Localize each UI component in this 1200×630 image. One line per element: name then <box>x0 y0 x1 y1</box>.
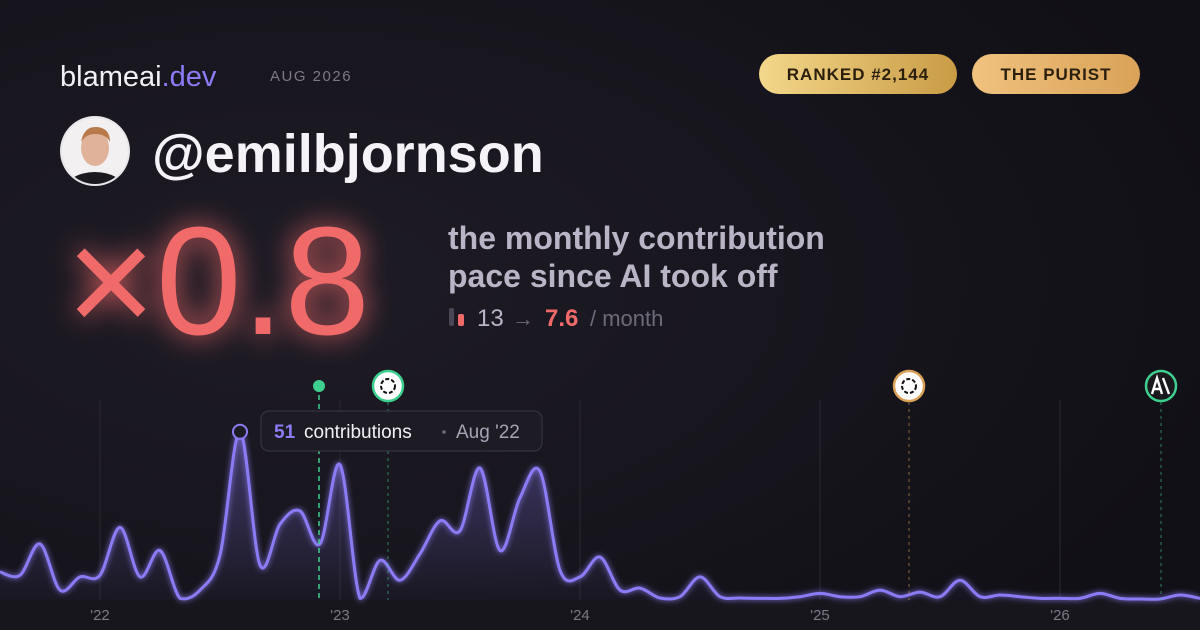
highlight-point <box>232 423 248 440</box>
tooltip-separator <box>442 430 446 434</box>
pace-icon <box>458 314 464 326</box>
event-dot <box>313 380 325 392</box>
brand: blameai.dev <box>60 61 217 93</box>
badge <box>972 54 1140 94</box>
description: the monthly contribution <box>448 220 825 256</box>
badge-text: RANKED #2,144 <box>787 65 929 84</box>
event-icon <box>1144 369 1178 403</box>
pace-before: 13 <box>477 305 504 332</box>
pace-arrow: → <box>512 306 534 331</box>
x-tick-label: '26 <box>1050 607 1070 624</box>
tooltip-date: Aug '22 <box>456 422 520 443</box>
event-logo <box>901 378 917 394</box>
tooltip-value: 51 <box>274 422 296 443</box>
username: @emilbjornson <box>152 124 544 184</box>
event-icon <box>371 369 405 403</box>
x-tick-label: '24 <box>570 607 590 624</box>
brand-suffix: .dev <box>162 61 217 93</box>
tooltip-box <box>260 410 543 452</box>
line <box>0 430 1200 601</box>
brand-name: blameai <box>60 61 162 93</box>
x-tick-label: '25 <box>810 607 830 624</box>
tooltip-label: contributions <box>304 422 412 443</box>
axis-band <box>0 600 1200 630</box>
avatar <box>60 116 130 186</box>
badge <box>759 54 957 94</box>
description: pace since AI took off <box>448 258 778 294</box>
x-tick-label: '23 <box>330 607 350 624</box>
tooltip: 51 contributions Aug '22 <box>260 410 543 452</box>
badge-text: THE PURIST <box>1000 65 1111 84</box>
chart: '22 '23 '24 '25 '26 <box>0 400 1200 630</box>
pace-unit: / month <box>590 306 663 331</box>
pace-after: 7.6 <box>545 305 578 332</box>
multiplier: ×0.8 <box>66 195 370 367</box>
date: AUG 2026 <box>270 68 352 85</box>
x-tick-label: '22 <box>90 607 110 624</box>
event-logo <box>380 378 396 394</box>
event-icon <box>892 369 926 403</box>
event-markers <box>313 369 1178 600</box>
event-logo <box>1150 373 1171 395</box>
area <box>0 431 1200 600</box>
pace-icon <box>449 308 454 326</box>
